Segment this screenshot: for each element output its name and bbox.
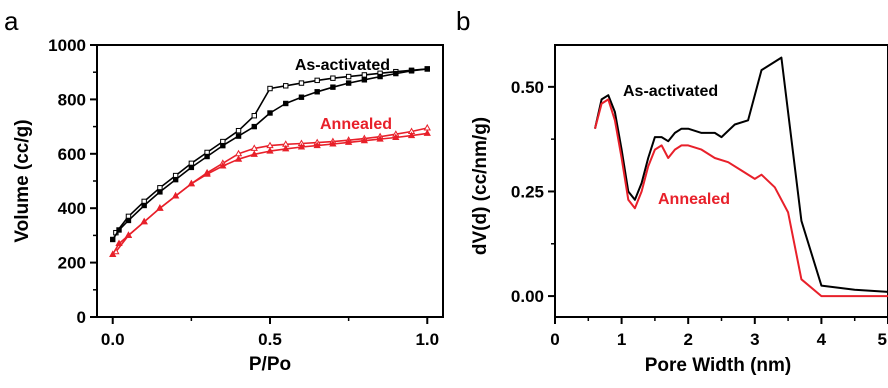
panel-a-series-2-point [234,149,243,157]
panel-a-ytick-label: 200 [58,254,86,273]
panel-a-xtick-label: 0.0 [101,330,125,349]
panel-a-series-1-point [125,217,132,224]
panel-a-series-1-point [157,189,163,195]
panel-a-series-1-point [283,100,289,107]
panel-a-label-as-activated: As-activated [295,57,390,74]
panel-a-series-0-point [251,113,257,119]
panel-a-series-3-point [250,150,258,157]
panel-a-series-3-point [156,204,164,211]
panel-a-series-1-point [220,142,226,149]
panel-a-series-0-point [283,83,289,89]
panel-a-series-3-point [297,142,306,150]
panel-a-series-2-point [423,123,431,131]
panel-a-series-3-line [112,132,428,255]
panel-a-series-3-point [423,129,431,136]
panel-a-ylabel: Volume (cc/g) [12,119,33,242]
panel-a-series-3-point [203,170,211,177]
panel-a-series-3-point [360,136,369,144]
panel-a-series-3-point [376,135,384,142]
panel-a-series-0-point [314,77,320,84]
panel-a-series-3-point [407,131,416,139]
panel-a-series [109,66,431,257]
panel-a-series-3-point [234,155,243,162]
panel-a-series-0-point [298,80,305,86]
panel-a-series-1-point [141,202,147,209]
panel-a-series-1-point [110,236,116,243]
panel-b-series-1-line [594,98,888,298]
panel-a-series-2-point [266,141,274,149]
panel-b-label-as-activated: As-activated [623,83,718,100]
panel-a-series-1-point [424,66,430,72]
panel-a-series-1-point [116,227,122,233]
panel-a-ytick-label: 800 [58,90,86,109]
panel-a-series-3-point [115,239,123,247]
panel-a-ytick-label: 400 [58,199,86,218]
panel-a-series-1-line [112,68,428,240]
panel-a-label-annealed: Annealed [320,116,392,133]
panel-a-series-1-point [345,80,352,86]
panel-b: b 0 1 2 3 4 5 0.00 0.25 0.50 Pore Width (nm) dV(… [456,6,888,376]
panel-b-xtick-label: 1 [617,330,626,349]
panel-a-series-1-point [235,133,242,139]
panel-a-series-3-point [282,144,290,152]
panel-a-ytick-label: 1000 [48,36,86,55]
panel-b-ylabel: dV(d) (cc/nm/g) [470,117,491,255]
panel-a-series-1-point [172,176,179,183]
panel-b-xtick-label: 5 [878,330,887,349]
panel-a-series-0-point [235,127,242,134]
panel-a-series-1-point [361,77,368,83]
panel-a-series-3-point [266,147,274,154]
panel-b-ticks: 0 1 2 3 4 5 0.00 0.25 0.50 [511,78,888,349]
panel-a-series-1-point [298,94,305,100]
panel-b-ytick-label: 0.50 [511,78,544,97]
panel-a-ytick-label: 600 [58,145,86,164]
panel-b-letter: b [456,6,470,36]
panel-a-series-3-point [109,250,117,257]
panel-a-series-3-point [313,141,321,149]
panel-b-series [594,56,888,298]
panel-a-series-0-point [330,75,336,81]
panel-a-series-3-point [392,133,400,140]
panel-a-ticks: 0.0 0.5 1.0 0 200 400 600 800 1000 [48,36,439,349]
panel-a-series-1-point [330,84,336,90]
panel-a-letter: a [4,6,19,36]
panel-b-ytick-label: 0.25 [511,182,544,201]
panel-a-series-1-point [408,68,415,74]
panel-a-series-1-point [204,153,210,160]
panel-b-xtick-label: 3 [750,330,759,349]
panel-a-series-2-point [250,144,258,151]
panel-a-xlabel: P/Po [249,354,291,375]
panel-a-xtick-label: 1.0 [415,330,439,349]
panel-a-series-1-point [314,89,320,95]
panel-a-series-1-point [267,110,273,116]
panel-a-series-1-point [393,70,399,77]
panel-a-series-3-point [171,191,180,199]
panel-a-series-3-point [124,231,133,238]
panel-a-series-0-point [267,85,273,92]
panel-b-label-annealed: Annealed [658,191,730,208]
panel-a-series-0-point [345,73,352,80]
panel-a-series-1-point [377,73,383,80]
panel-a-ytick-label: 0 [77,308,86,327]
panel-b-xtick-label: 0 [550,330,559,349]
panel-b-xlabel: Pore Width (nm) [645,355,792,376]
panel-a-series-1-point [251,123,257,130]
panel-b-xtick-label: 2 [683,330,692,349]
panel-b-series-0-line [594,56,888,293]
panel-a-series-1-point [188,164,195,171]
panel-b-xtick-label: 4 [817,330,827,349]
panel-b-plot-frame [554,44,888,318]
panel-a-series-3-point [140,217,148,225]
panel-a-series-3-point [219,162,227,169]
panel-a: a 0.0 0.5 1.0 0 200 400 600 800 1000 P/Po Volume… [4,6,444,375]
panel-a-plot-frame [96,44,444,318]
panel-b-ytick-label: 0.00 [511,287,544,306]
panel-a-series-3-point [329,139,337,147]
panel-a-xtick-label: 0.5 [258,330,282,349]
panel-a-series-3-point [187,179,196,187]
panel-a-series-3-point [344,138,353,145]
